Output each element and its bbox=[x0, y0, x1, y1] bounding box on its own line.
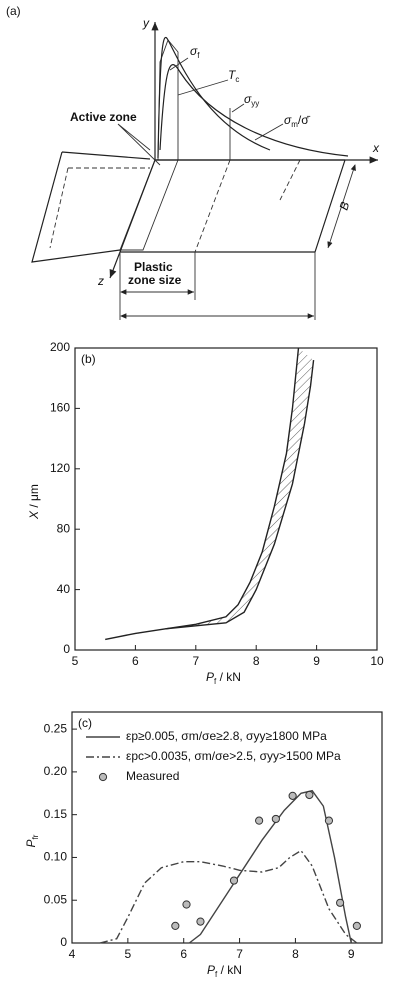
label-subscript: yy bbox=[251, 99, 259, 108]
sigma-f-label: σf bbox=[190, 44, 200, 60]
series-line bbox=[99, 849, 358, 944]
x-tick-label: 10 bbox=[370, 654, 384, 668]
tc-label: Tc bbox=[228, 68, 239, 84]
diagram-a: (a) y x z Active zone B Plastic zone siz… bbox=[6, 4, 380, 320]
y-tick-label: 0 bbox=[63, 642, 70, 656]
label-rest: / kN bbox=[217, 963, 242, 977]
y-axis-label: y bbox=[142, 16, 150, 30]
measured-point bbox=[271, 814, 280, 824]
label-rest: / μm bbox=[27, 484, 41, 511]
label-subscript: c bbox=[235, 75, 239, 84]
x-tick-label: 5 bbox=[125, 947, 132, 961]
legend-label: εpc>0.0035, σm/σe>2.5, σyy>1500 MPa bbox=[126, 749, 341, 763]
measured-point bbox=[324, 816, 334, 825]
x-axis-label: Pf / kN bbox=[207, 963, 242, 979]
x-tick-label: 8 bbox=[253, 654, 260, 668]
label-subscript: f bbox=[214, 677, 217, 686]
x-tick-label: 8 bbox=[292, 947, 299, 961]
y-tick-label: 40 bbox=[57, 582, 71, 596]
boundary-line bbox=[105, 347, 300, 641]
label-rest: / kN bbox=[216, 670, 241, 684]
active-zone-lower bbox=[119, 159, 179, 251]
label-subscript: f bbox=[215, 970, 218, 979]
measured-point bbox=[288, 791, 297, 800]
panel-label: (b) bbox=[81, 352, 96, 366]
panel-label: (a) bbox=[6, 4, 21, 18]
measured-point bbox=[182, 900, 191, 909]
label-symbol: X bbox=[27, 510, 41, 520]
y-tick-label: 0.15 bbox=[44, 807, 68, 821]
z-axis-label: z bbox=[97, 274, 104, 288]
label-symbol: T bbox=[228, 68, 237, 82]
label-symbol: σ bbox=[190, 44, 198, 58]
y-axis-label: Pfr bbox=[24, 834, 40, 847]
curve-sigma-m bbox=[159, 64, 349, 157]
label-subscript: m bbox=[291, 120, 298, 129]
y-tick-label: 200 bbox=[50, 340, 70, 354]
x-tick-label: 5 bbox=[72, 654, 79, 668]
x-tick-label: 7 bbox=[192, 654, 199, 668]
legend-label: εp≥0.005, σm/σe≥2.8, σyy≥1800 MPa bbox=[126, 729, 327, 743]
x-tick-label: 9 bbox=[348, 947, 355, 961]
label-subscript: fr bbox=[31, 834, 40, 839]
b-label: B bbox=[337, 200, 353, 212]
y-tick-label: 160 bbox=[50, 401, 70, 415]
y-axis-label: X / μm bbox=[27, 484, 41, 520]
extension-lines bbox=[119, 252, 316, 320]
x-tick-label: 6 bbox=[180, 947, 187, 961]
label-symbol: P bbox=[206, 670, 214, 684]
label-symbol: P bbox=[24, 839, 38, 847]
plastic-zone-label: Plastic bbox=[134, 260, 173, 274]
label-symbol: σ bbox=[284, 113, 292, 127]
y-tick-label: 0 bbox=[60, 935, 67, 949]
curve-sigma-f bbox=[157, 36, 271, 159]
label-subscript: f bbox=[197, 51, 200, 60]
plot-frame bbox=[71, 711, 383, 944]
b-dimension bbox=[327, 164, 356, 249]
measured-point bbox=[229, 876, 239, 885]
measured-point bbox=[336, 898, 345, 907]
plate bbox=[31, 151, 346, 263]
measured-point bbox=[196, 917, 205, 926]
label-symbol: σ bbox=[244, 92, 252, 106]
x-axis-label: x bbox=[372, 141, 380, 155]
boundary-line bbox=[165, 359, 315, 630]
y-tick-label: 0.25 bbox=[44, 721, 68, 735]
z-axis bbox=[109, 251, 121, 279]
series-line bbox=[188, 789, 352, 944]
label-rest: /σ̄ bbox=[298, 113, 311, 127]
hatch-area bbox=[105, 348, 314, 640]
x-tick-label: 4 bbox=[69, 947, 76, 961]
sigma-yy-label: σyy bbox=[244, 92, 259, 108]
y-tick-label: 0.10 bbox=[44, 850, 68, 864]
label-symbol: P bbox=[207, 963, 215, 977]
active-zone-label: Active zone bbox=[70, 110, 137, 124]
leader-lines bbox=[117, 57, 284, 166]
measured-point bbox=[352, 921, 361, 930]
y-tick-label: 80 bbox=[57, 521, 71, 535]
y-tick-label: 0.05 bbox=[44, 892, 68, 906]
x-tick-label: 9 bbox=[313, 654, 320, 668]
x-axis-label: Pf / kN bbox=[206, 670, 241, 686]
panel-label: (c) bbox=[78, 716, 92, 730]
sigma-m-label: σm/σ̄ bbox=[284, 113, 311, 129]
y-tick-label: 0.20 bbox=[44, 764, 68, 778]
plate-hidden bbox=[49, 159, 301, 253]
y-tick-label: 120 bbox=[50, 461, 70, 475]
legend-label: Measured bbox=[126, 769, 179, 783]
plastic-zone-label: zone size bbox=[128, 273, 182, 287]
measured-point bbox=[305, 790, 314, 800]
x-tick-label: 6 bbox=[132, 654, 139, 668]
measured-point bbox=[255, 816, 264, 825]
legend-marker bbox=[98, 772, 108, 782]
plot-frame bbox=[74, 347, 378, 651]
x-tick-label: 7 bbox=[236, 947, 243, 961]
measured-point bbox=[171, 921, 180, 930]
